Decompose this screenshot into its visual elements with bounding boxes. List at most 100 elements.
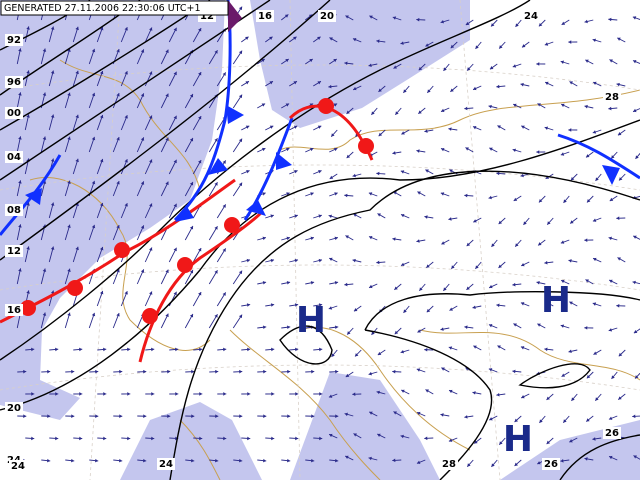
wind-arrow-head bbox=[191, 414, 195, 418]
wind-arrow-head bbox=[563, 199, 567, 203]
wind-arrow-head bbox=[140, 93, 145, 97]
wind-arrow-head bbox=[440, 327, 444, 331]
wind-arrow-head bbox=[189, 181, 194, 186]
wind-arrow-head bbox=[560, 324, 565, 328]
wind-arrow-head bbox=[608, 106, 612, 111]
wind-arrow-head bbox=[426, 264, 430, 268]
wind-arrow-head bbox=[568, 128, 572, 132]
wind-arrow-head bbox=[401, 389, 405, 393]
isobar-label: 16 bbox=[258, 11, 272, 22]
wind-arrow-head bbox=[151, 392, 155, 396]
wind-arrow-head bbox=[392, 151, 396, 155]
wind-arrow-head bbox=[91, 92, 96, 97]
wind-arrow-head bbox=[570, 220, 574, 224]
wind-arrow-head bbox=[537, 103, 541, 107]
wind-arrow-head bbox=[318, 214, 322, 218]
wind-arrow-head bbox=[376, 390, 380, 395]
wind-arrow-head bbox=[513, 197, 518, 201]
wind-arrow-head bbox=[635, 155, 639, 159]
wind-arrow-head bbox=[609, 279, 613, 283]
wind-arrow-head bbox=[536, 150, 540, 154]
wind-arrow-head bbox=[467, 463, 471, 467]
wind-arrow-head bbox=[392, 16, 397, 20]
wind-arrow-head bbox=[99, 114, 104, 119]
wind-arrow-head bbox=[71, 458, 75, 463]
wind-arrow-head bbox=[269, 125, 274, 129]
wind-arrow-head bbox=[344, 61, 348, 66]
wind-arrow-head bbox=[608, 236, 612, 241]
wind-arrow-head bbox=[42, 268, 47, 272]
wind-arrow-head bbox=[149, 115, 153, 119]
wind-arrow-head bbox=[515, 23, 519, 27]
wind-arrow-head bbox=[377, 433, 381, 437]
isobar-label: 24 bbox=[524, 11, 538, 22]
wind-arrow-head bbox=[416, 17, 420, 22]
wind-arrow-head bbox=[569, 301, 573, 305]
wind-arrow-head bbox=[392, 237, 396, 241]
wind-arrow-head bbox=[376, 171, 380, 176]
label-box bbox=[5, 34, 23, 46]
wind-arrow-head bbox=[198, 248, 202, 252]
wind-arrow-head bbox=[335, 414, 339, 418]
wind-arrow-head bbox=[570, 176, 575, 181]
wind-arrow-head bbox=[417, 329, 421, 333]
wind-arrow-head bbox=[317, 81, 321, 85]
wind-arrow-head bbox=[536, 281, 540, 285]
isobar-label: 12 bbox=[200, 11, 214, 22]
wind-arrow-head bbox=[618, 396, 622, 400]
wind-arrow-head bbox=[270, 258, 275, 263]
wind-arrow-head bbox=[140, 181, 145, 185]
wind-arrow-head bbox=[189, 313, 194, 318]
wind-arrow-head bbox=[124, 71, 128, 75]
wind-arrow-head bbox=[633, 235, 637, 239]
wind-arrow-head bbox=[491, 243, 495, 247]
wind-arrow-head bbox=[215, 369, 219, 374]
wind-arrow-head bbox=[245, 125, 250, 129]
wind-arrow-head bbox=[151, 347, 155, 352]
wind-arrow-head bbox=[245, 36, 249, 40]
wind-arrow-head bbox=[151, 436, 155, 441]
wind-arrow-head bbox=[294, 303, 299, 307]
wind-arrow-head bbox=[345, 15, 349, 19]
wind-arrow-head bbox=[491, 23, 495, 27]
wind-arrow-head bbox=[143, 458, 147, 463]
wind-arrow-head bbox=[99, 70, 104, 75]
wind-arrow-head bbox=[520, 302, 525, 306]
wind-arrow-head bbox=[473, 86, 477, 91]
wind-arrow-head bbox=[329, 257, 333, 262]
wind-arrow-head bbox=[285, 59, 289, 63]
isobar-label: 00 bbox=[7, 108, 21, 119]
wind-arrow-head bbox=[47, 458, 51, 463]
wind-arrow-head bbox=[263, 325, 267, 330]
wind-arrow-head bbox=[344, 412, 348, 417]
wind-arrow-head bbox=[50, 26, 55, 30]
wind-arrow-head bbox=[215, 414, 219, 418]
wind-arrow-head bbox=[595, 397, 599, 401]
wind-arrow-head bbox=[449, 307, 453, 311]
wind-arrow-head bbox=[537, 323, 541, 327]
wind-arrow-head bbox=[214, 138, 218, 142]
wind-arrow-head bbox=[23, 414, 27, 418]
wind-arrow-head bbox=[392, 458, 396, 463]
wind-arrow-head bbox=[329, 433, 333, 438]
wind-arrow-head bbox=[18, 180, 22, 184]
wind-arrow-head bbox=[394, 286, 398, 290]
wind-arrow-head bbox=[568, 349, 572, 354]
wind-arrow-head bbox=[512, 148, 517, 153]
wind-arrow-head bbox=[488, 104, 492, 109]
wind-arrow-head bbox=[246, 258, 251, 263]
wind-arrow-head bbox=[464, 193, 468, 198]
wind-arrow-head bbox=[199, 392, 203, 396]
wind-arrow-head bbox=[198, 160, 202, 164]
wind-arrow-head bbox=[474, 440, 478, 444]
wind-arrow-head bbox=[140, 225, 145, 229]
wind-arrow-head bbox=[18, 48, 22, 52]
wind-arrow-head bbox=[586, 154, 590, 158]
wind-arrow-head bbox=[489, 417, 493, 421]
wind-arrow-head bbox=[352, 258, 356, 263]
wind-arrow-head bbox=[79, 347, 83, 352]
wind-arrow-head bbox=[521, 125, 525, 129]
wind-arrow-head bbox=[400, 349, 405, 354]
wind-arrow-head bbox=[592, 302, 597, 306]
wind-arrow-head bbox=[42, 48, 47, 52]
